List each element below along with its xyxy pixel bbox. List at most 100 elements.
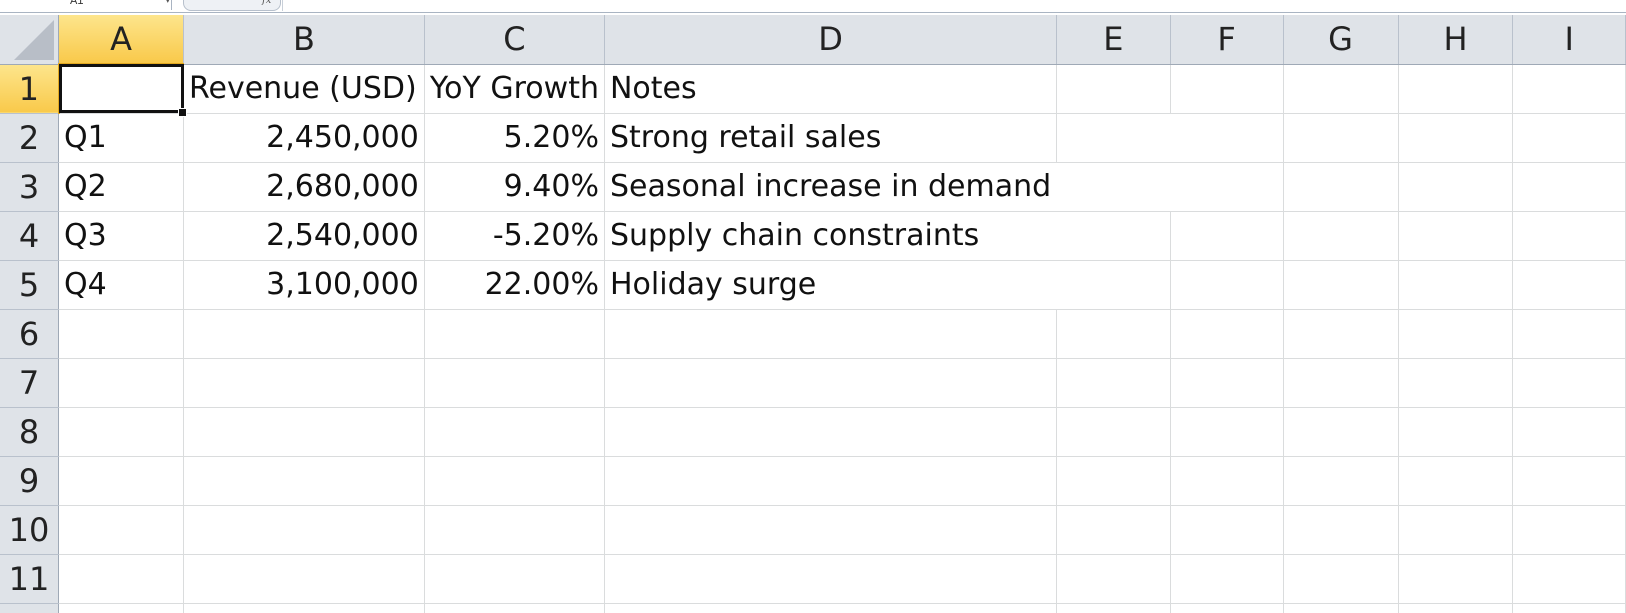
row-header[interactable]: 3 bbox=[0, 162, 60, 212]
cell-empty[interactable] bbox=[183, 603, 425, 613]
cell-g1[interactable] bbox=[1283, 64, 1399, 114]
column-header-i[interactable]: I bbox=[1512, 15, 1626, 65]
row-header[interactable]: 4 bbox=[0, 211, 60, 261]
cell-empty[interactable] bbox=[1398, 456, 1514, 506]
cell-empty[interactable] bbox=[1398, 358, 1514, 408]
cell-empty[interactable] bbox=[424, 554, 605, 604]
cell-f3[interactable] bbox=[1170, 162, 1284, 212]
cell-empty[interactable] bbox=[1170, 554, 1284, 604]
cell-empty[interactable] bbox=[183, 358, 425, 408]
cell-empty[interactable] bbox=[58, 554, 184, 604]
cell-empty[interactable] bbox=[1056, 603, 1171, 613]
cell-b4[interactable]: 2,540,000 bbox=[183, 211, 425, 261]
column-header-g[interactable]: G bbox=[1283, 15, 1399, 65]
cell-f1[interactable] bbox=[1170, 64, 1284, 114]
column-header-e[interactable]: E bbox=[1056, 15, 1171, 65]
cell-c2[interactable]: 5.20% bbox=[424, 113, 605, 163]
cell-empty[interactable] bbox=[183, 456, 425, 506]
cell-empty[interactable] bbox=[1056, 309, 1171, 359]
column-header-c[interactable]: C bbox=[424, 15, 605, 65]
cell-g5[interactable] bbox=[1283, 260, 1399, 310]
cell-empty[interactable] bbox=[424, 358, 605, 408]
column-header-d[interactable]: D bbox=[604, 15, 1058, 65]
cell-e2[interactable] bbox=[1056, 113, 1171, 163]
cell-i3[interactable] bbox=[1512, 162, 1626, 212]
row-header[interactable]: 7 bbox=[0, 358, 60, 408]
cell-d1[interactable]: Notes bbox=[604, 64, 1058, 114]
cell-g2[interactable] bbox=[1283, 113, 1399, 163]
column-header-a[interactable]: A bbox=[58, 15, 184, 65]
cell-d4[interactable]: Supply chain constraints bbox=[604, 211, 1057, 261]
cell-empty[interactable] bbox=[183, 309, 425, 359]
row-header[interactable]: 12 bbox=[0, 603, 60, 613]
row-header[interactable]: 9 bbox=[0, 456, 60, 506]
cell-empty[interactable] bbox=[424, 309, 605, 359]
row-header[interactable]: 11 bbox=[0, 554, 60, 604]
cell-empty[interactable] bbox=[1056, 554, 1171, 604]
cell-empty[interactable] bbox=[424, 456, 605, 506]
cell-empty[interactable] bbox=[1512, 554, 1626, 604]
cell-h2[interactable] bbox=[1398, 113, 1514, 163]
cell-empty[interactable] bbox=[1170, 456, 1284, 506]
cell-empty[interactable] bbox=[1283, 407, 1399, 457]
cell-empty[interactable] bbox=[1170, 407, 1284, 457]
cell-d3[interactable]: Seasonal increase in demand bbox=[604, 162, 1057, 212]
cell-a4[interactable]: Q3 bbox=[58, 211, 184, 261]
cell-b1[interactable]: Revenue (USD) bbox=[183, 64, 425, 114]
cell-empty[interactable] bbox=[58, 603, 184, 613]
cell-h5[interactable] bbox=[1398, 260, 1514, 310]
cell-empty[interactable] bbox=[1056, 407, 1171, 457]
cell-empty[interactable] bbox=[1283, 358, 1399, 408]
row-header[interactable]: 10 bbox=[0, 505, 60, 555]
cell-h4[interactable] bbox=[1398, 211, 1514, 261]
cell-h1[interactable] bbox=[1398, 64, 1514, 114]
cell-empty[interactable] bbox=[1512, 603, 1626, 613]
column-header-b[interactable]: B bbox=[183, 15, 425, 65]
cell-empty[interactable] bbox=[1283, 603, 1399, 613]
cell-empty[interactable] bbox=[604, 456, 1058, 506]
cell-empty[interactable] bbox=[1056, 505, 1171, 555]
cell-empty[interactable] bbox=[183, 505, 425, 555]
chevron-down-icon[interactable]: ▾ bbox=[166, 0, 170, 5]
cell-a3[interactable]: Q2 bbox=[58, 162, 184, 212]
cell-empty[interactable] bbox=[1056, 456, 1171, 506]
cell-empty[interactable] bbox=[1398, 309, 1514, 359]
cell-f2[interactable] bbox=[1170, 113, 1284, 163]
cell-e4[interactable] bbox=[1056, 211, 1171, 261]
cell-empty[interactable] bbox=[1512, 456, 1626, 506]
cell-empty[interactable] bbox=[424, 407, 605, 457]
cell-g4[interactable] bbox=[1283, 211, 1399, 261]
cell-empty[interactable] bbox=[58, 505, 184, 555]
cell-i5[interactable] bbox=[1512, 260, 1626, 310]
cell-empty[interactable] bbox=[424, 603, 605, 613]
cell-a5[interactable]: Q4 bbox=[58, 260, 184, 310]
cell-b3[interactable]: 2,680,000 bbox=[183, 162, 425, 212]
cell-f5[interactable] bbox=[1170, 260, 1284, 310]
cell-empty[interactable] bbox=[183, 407, 425, 457]
cell-d5[interactable]: Holiday surge bbox=[604, 260, 1057, 310]
cell-i4[interactable] bbox=[1512, 211, 1626, 261]
cell-empty[interactable] bbox=[1170, 603, 1284, 613]
cell-empty[interactable] bbox=[1512, 358, 1626, 408]
cell-empty[interactable] bbox=[1398, 603, 1514, 613]
cell-d2[interactable]: Strong retail sales bbox=[604, 113, 1058, 163]
cell-empty[interactable] bbox=[1056, 358, 1171, 408]
cell-b2[interactable]: 2,450,000 bbox=[183, 113, 425, 163]
cell-empty[interactable] bbox=[604, 554, 1058, 604]
formula-input[interactable] bbox=[282, 0, 1626, 11]
cell-c4[interactable]: -5.20% bbox=[424, 211, 605, 261]
column-header-f[interactable]: F bbox=[1170, 15, 1284, 65]
cell-c3[interactable]: 9.40% bbox=[424, 162, 605, 212]
row-header[interactable]: 2 bbox=[0, 113, 60, 163]
name-box[interactable]: A1 bbox=[0, 0, 172, 10]
cell-empty[interactable] bbox=[58, 456, 184, 506]
row-header[interactable]: 6 bbox=[0, 309, 60, 359]
fx-icon[interactable]: fx bbox=[262, 0, 272, 6]
cell-f4[interactable] bbox=[1170, 211, 1284, 261]
cell-empty[interactable] bbox=[424, 505, 605, 555]
cell-e5[interactable] bbox=[1056, 260, 1171, 310]
cell-empty[interactable] bbox=[58, 358, 184, 408]
cell-i1[interactable] bbox=[1512, 64, 1626, 114]
cell-empty[interactable] bbox=[1283, 309, 1399, 359]
row-header[interactable]: 8 bbox=[0, 407, 60, 457]
